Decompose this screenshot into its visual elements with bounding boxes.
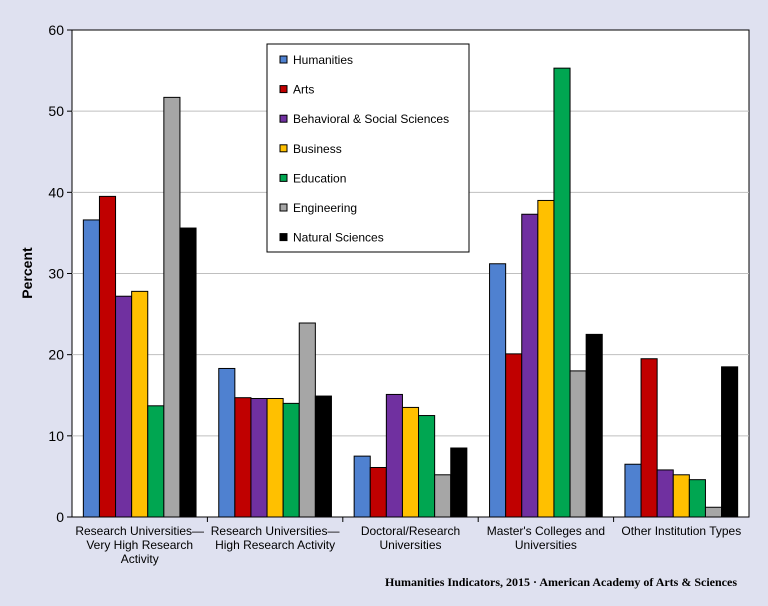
bar [704, 506, 723, 518]
bar [505, 353, 523, 518]
legend-swatch [279, 114, 288, 123]
x-category-label: Doctoral/Research Universities [361, 524, 460, 552]
bar [418, 415, 436, 518]
bar [434, 474, 452, 518]
bar [115, 295, 133, 518]
bar [98, 195, 117, 518]
legend-label: Arts [293, 83, 314, 97]
legend-swatch [279, 55, 288, 64]
source-credit: Humanities Indicators, 2015 · American A… [385, 575, 737, 589]
bar [521, 213, 539, 518]
legend: Humanities Arts Behavioral & Social Scienc… [266, 43, 470, 253]
bar [569, 370, 587, 518]
legend-swatch [279, 203, 288, 212]
bar [234, 397, 252, 518]
bar [314, 395, 332, 518]
legend-label: Engineering [293, 201, 357, 215]
legend-swatch [279, 233, 288, 242]
bar [585, 333, 603, 518]
bar [353, 455, 371, 518]
x-category-label: Research Universities— High Research Acti… [211, 524, 340, 552]
bar [450, 447, 468, 518]
bar [721, 366, 739, 518]
bar [489, 263, 507, 518]
bar [131, 290, 149, 518]
bar [537, 199, 555, 518]
bar [688, 479, 706, 518]
y-tick-label: 40 [48, 184, 64, 200]
bar [385, 393, 403, 518]
bars [82, 67, 739, 518]
legend-swatch [279, 144, 288, 153]
bar [401, 406, 420, 518]
legend-box [266, 43, 470, 253]
y-axis-title: Percent [19, 247, 35, 299]
bar [672, 474, 690, 518]
legend-label: Business [293, 142, 342, 156]
y-tick-label: 0 [56, 509, 64, 525]
bar [147, 405, 165, 518]
x-axis-labels: Research Universities— Very High Research… [75, 517, 741, 566]
x-category-label: Master's Colleges and Universities [487, 524, 605, 552]
bar [298, 322, 316, 518]
legend-label: Behavioral & Social Sciences [293, 112, 449, 126]
legend-label: Natural Sciences [293, 231, 384, 245]
y-tick-label: 10 [48, 428, 64, 444]
bar [369, 466, 387, 518]
legend-label: Humanities [293, 53, 353, 67]
bar [179, 227, 197, 518]
bar [250, 397, 268, 518]
bar [640, 358, 658, 518]
x-category-label: Research Universities— Very High Research… [75, 524, 204, 566]
y-tick-label: 50 [48, 103, 64, 119]
bar [624, 463, 642, 518]
bar [282, 402, 300, 518]
bar [656, 469, 674, 518]
legend-swatch [279, 173, 288, 182]
legend-swatch [279, 85, 288, 94]
bar [218, 367, 236, 518]
y-tick-label: 60 [48, 22, 64, 38]
y-axis-ticks: 0 10 20 30 40 50 60 [48, 22, 72, 525]
y-tick-label: 20 [48, 347, 64, 363]
bar [163, 96, 181, 518]
bar [266, 397, 284, 518]
bar [82, 219, 100, 518]
y-tick-label: 30 [48, 266, 64, 282]
bar [553, 67, 571, 518]
legend-label: Education [293, 171, 346, 185]
x-category-label: Other Institution Types [621, 524, 741, 538]
